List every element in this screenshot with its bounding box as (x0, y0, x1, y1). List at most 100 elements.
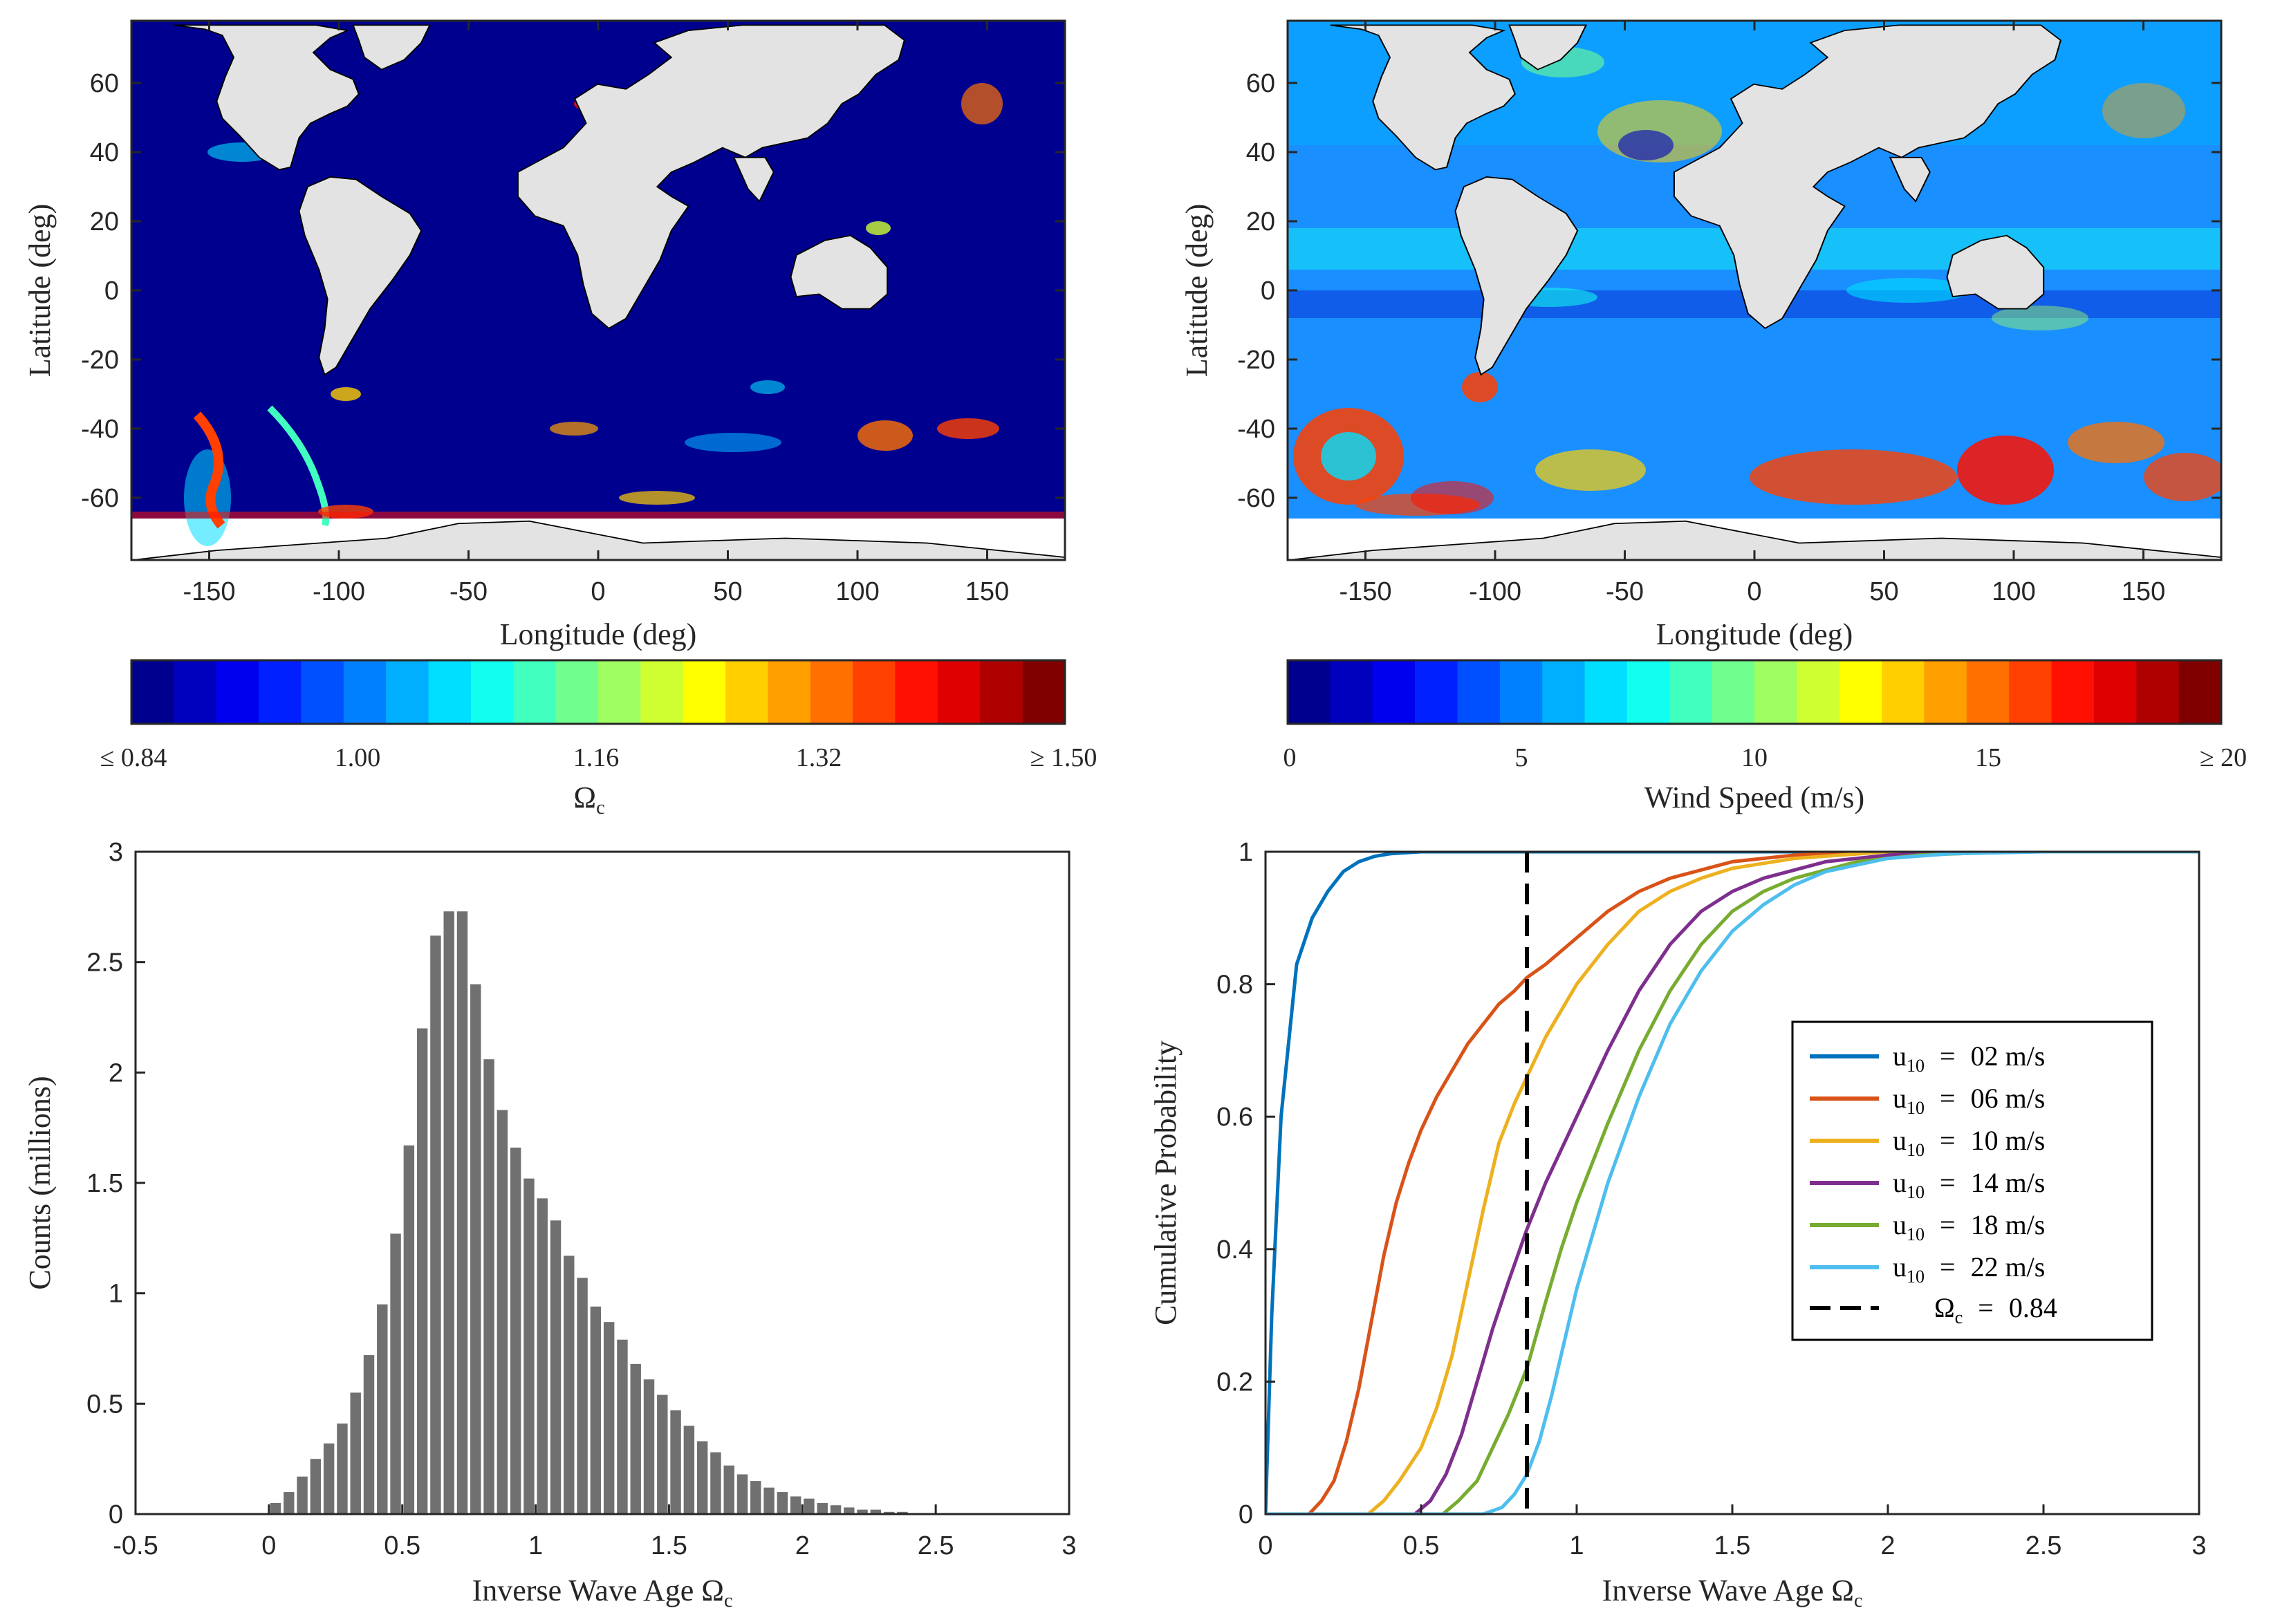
map-b-xtick-label-6: 150 (2122, 577, 2165, 606)
panel-cdf: 0 0.5 1 1.5 2 2.5 3 0 0.2 0.4 0.6 0.8 1 Inverse Wav… (1149, 838, 2207, 1612)
histogram-bar-4 (323, 1443, 335, 1514)
map-a-yticks: -60 -40 -20 0 20 40 60 (81, 69, 1065, 513)
histogram-bar-40 (804, 1498, 815, 1514)
histogram-bar-30 (670, 1410, 681, 1514)
colorbar-a-tick-2: 1.16 (573, 743, 620, 772)
panel-histogram: -0.5 0 0.5 1 1.5 2 2.5 3 00.511.522.53 Inverse … (23, 838, 1077, 1612)
histogram-bar-46 (883, 1511, 895, 1514)
map-a-xtick-label-4: 50 (713, 577, 742, 606)
histogram-bar-18 (510, 1147, 521, 1514)
cdf-ytick-label-2: 0.4 (1216, 1235, 1253, 1264)
colorbar-a-swatch-11 (598, 660, 641, 724)
map-a-xtick-label-0: -150 (183, 577, 235, 606)
colorbar-b-swatch-5 (1499, 660, 1543, 724)
map-a-ytick-label-6: 60 (90, 69, 119, 98)
colorbar-b-tick-4: ≥ 20 (2200, 743, 2247, 772)
histogram-bar-8 (377, 1304, 388, 1514)
colorbar-b-swatch-1 (1330, 660, 1373, 724)
map-b-xtick-label-0: -150 (1339, 577, 1391, 606)
legend-row-threshold: Ωc = 0.84 (1810, 1292, 2057, 1327)
colorbar-b-swatch-2 (1372, 660, 1416, 724)
colorbar-b-swatch-6 (1542, 660, 1586, 724)
histogram-xticks: -0.5 0 0.5 1 1.5 2 2.5 3 (113, 1504, 1077, 1560)
map-a-ytick-label-3: 0 (104, 277, 119, 306)
colorbar-a-swatch-4 (301, 660, 344, 724)
colorbar-a-swatch-8 (470, 660, 514, 724)
histogram-bar-29 (657, 1394, 668, 1514)
map-a-ytick-label-1: -40 (81, 415, 119, 444)
histogram-bar-17 (497, 1110, 508, 1514)
map-a-xtick-label-1: -100 (313, 577, 365, 606)
colorbar-a-swatch-0 (131, 660, 174, 724)
cdf-yticks: 0 0.2 0.4 0.6 0.8 1 (1216, 838, 1275, 1529)
legend-row-06: u10 = 06 m/s (1810, 1083, 2045, 1118)
histogram-xtick-label-6: 2.5 (918, 1531, 954, 1560)
histogram-bar-22 (564, 1256, 575, 1514)
histogram-ytick-label-3: 1.5 (86, 1169, 123, 1198)
histogram-xtick-label-7: 3 (1062, 1531, 1076, 1560)
cdf-xtick-label-3: 1.5 (1714, 1531, 1751, 1560)
map-a-ytick-label-5: 40 (90, 138, 119, 167)
colorbar-b-swatch-19 (2093, 660, 2137, 724)
histogram-xtick-label-2: 0.5 (384, 1531, 420, 1560)
histogram-ytick-label-4: 2 (109, 1058, 123, 1088)
colorbar-a-tick-0: ≤ 0.84 (100, 743, 167, 772)
legend-row-14: u10 = 14 m/s (1810, 1167, 2045, 1202)
colorbar-a-swatch-18 (895, 660, 938, 724)
histogram-ytick-label-2: 1 (109, 1280, 123, 1309)
histogram-bar-1 (284, 1492, 295, 1514)
histogram-bar-2 (297, 1476, 308, 1514)
map-b-ytick-label-5: 40 (1246, 138, 1275, 167)
colorbar-a-swatch-9 (513, 660, 557, 724)
colorbar-b-tick-2: 10 (1741, 743, 1768, 772)
colorbar-b-frame (1286, 659, 2223, 725)
colorbar-b-tick-3: 15 (1975, 743, 2001, 772)
histogram-bar-41 (817, 1503, 828, 1514)
colorbar-b-swatch-16 (1966, 660, 2010, 724)
map-a-ylabel: Latitude (deg) (23, 204, 57, 377)
colorbar-b-swatch-13 (1839, 660, 1882, 724)
histogram-bar-47 (897, 1511, 908, 1514)
histogram-bar-35 (736, 1474, 748, 1514)
colorbar-a-swatch-5 (343, 660, 387, 724)
colorbar-a-swatch-20 (980, 660, 1023, 724)
histogram-bar-7 (363, 1355, 375, 1514)
colorbar-a-swatch-7 (428, 660, 472, 724)
colorbar-b-swatch-18 (2051, 660, 2095, 724)
cdf-series-22 (1266, 852, 2199, 1515)
colorbar-b-swatches (1288, 660, 2222, 724)
map-a-ytick-label-4: 20 (90, 207, 119, 236)
histogram-bar-39 (790, 1496, 801, 1514)
legend-label-22: u10 = 22 m/s (1893, 1251, 2045, 1287)
legend-label-10: u10 = 10 m/s (1893, 1125, 2045, 1160)
colorbar-b-swatch-14 (1882, 660, 1925, 724)
map-a-xtick-label-3: 0 (591, 577, 605, 606)
colorbar-a-swatch-14 (725, 660, 769, 724)
map-b-xtick-label-3: 0 (1747, 577, 1761, 606)
histogram-bar-0 (270, 1503, 281, 1514)
histogram-ytick-label-0: 0 (109, 1500, 123, 1529)
colorbar-a-tick-4: ≥ 1.50 (1030, 743, 1097, 772)
legend-label-threshold: Ωc = 0.84 (1934, 1292, 2057, 1327)
colorbar-b-tick-1: 5 (1515, 743, 1528, 772)
histogram-ytick-label-6: 3 (109, 838, 123, 867)
map-b-xticks: -150 -100 -50 0 50 100 150 (1339, 21, 2165, 606)
colorbar-a-label: Ωc (573, 781, 604, 819)
colorbar-b-swatch-17 (2009, 660, 2052, 724)
cdf-xlabel: Inverse Wave Age Ωc (1602, 1574, 1863, 1612)
map-a-ytick-label-0: -60 (81, 484, 119, 513)
histogram-xtick-label-5: 2 (795, 1531, 810, 1560)
histogram-bar-12 (430, 935, 441, 1514)
panel-inverse-wave-age-map: -150 -100 -50 0 50 100 150 -60 -40 -20 0 20 40 60 Lo… (23, 19, 1097, 819)
colorbar-b-label: Wind Speed (m/s) (1644, 781, 1864, 814)
map-b-ylabel: Latitude (deg) (1180, 204, 1214, 377)
histogram-yticks: 0 0.5 1 1.5 2 2.5 3 (86, 838, 145, 1529)
colorbar-b-swatch-12 (1797, 660, 1840, 724)
map-b-ytick-label-0: -60 (1237, 484, 1275, 513)
map-b-xtick-label-5: 100 (1992, 577, 2035, 606)
cdf-ytick-label-3: 0.6 (1216, 1103, 1253, 1132)
legend-row-22: u10 = 22 m/s (1810, 1251, 2045, 1287)
histogram-ylabel: Counts (millions) (23, 1076, 57, 1289)
